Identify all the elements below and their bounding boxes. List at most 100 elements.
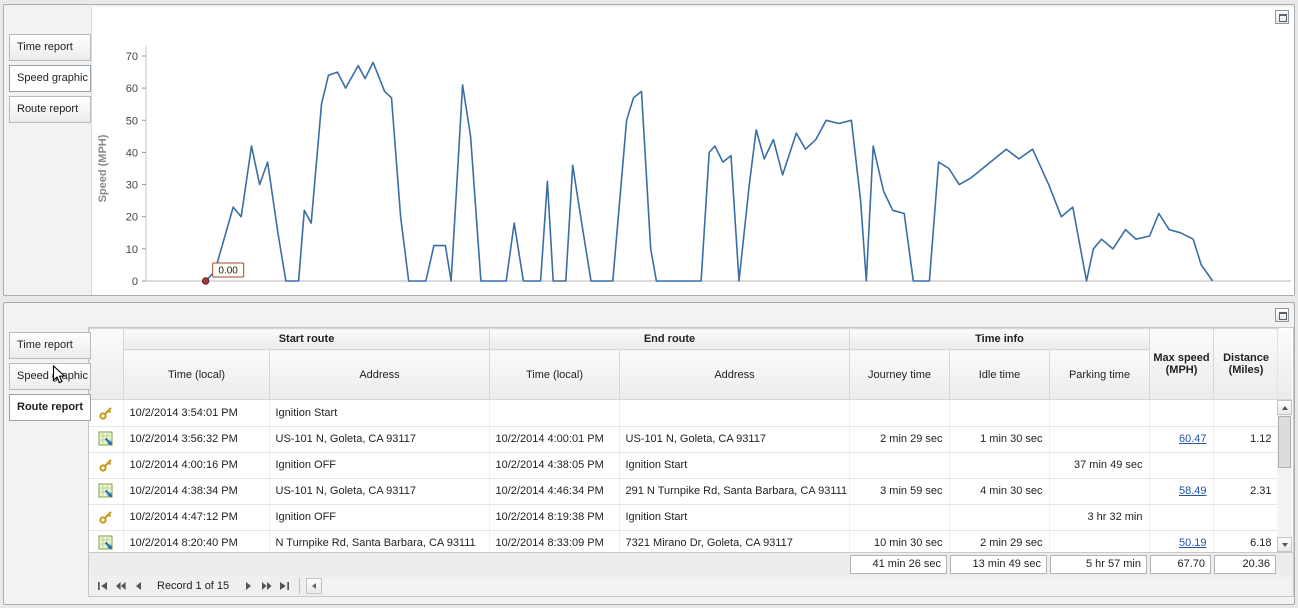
col-header-journey-time[interactable]: Journey time xyxy=(849,349,950,400)
tab-time-report[interactable]: Time report xyxy=(9,332,91,359)
cell-idle-time: 4 min 30 sec xyxy=(949,478,1050,505)
tab-time-report[interactable]: Time report xyxy=(9,34,91,61)
col-header-start-address[interactable]: Address xyxy=(269,349,490,400)
tab-route-report[interactable]: Route report xyxy=(9,96,91,123)
start-point-marker xyxy=(201,277,210,285)
cell-max-speed xyxy=(1149,400,1214,427)
summary-journey-time: 41 min 26 sec xyxy=(850,555,947,574)
table-row[interactable]: 10/2/2014 8:20:40 PM N Turnpike Rd, Sant… xyxy=(89,530,1278,552)
last-record-button[interactable] xyxy=(275,577,293,595)
cell-idle-time: 2 min 29 sec xyxy=(949,530,1050,552)
prev-page-button[interactable] xyxy=(111,577,129,595)
first-record-button[interactable] xyxy=(93,577,111,595)
cell-distance xyxy=(1213,400,1278,427)
table-body: 10/2/2014 3:54:01 PM Ignition Start xyxy=(89,400,1278,552)
cell-distance: 2.31 xyxy=(1213,478,1278,505)
y-tick-label: 0 xyxy=(132,276,138,288)
row-type-icon-cell xyxy=(89,452,124,479)
col-header-idle-time[interactable]: Idle time xyxy=(949,349,1050,400)
report-tabs-top: Time report Speed graphic Route report xyxy=(9,34,91,127)
col-header-end-time[interactable]: Time (local) xyxy=(489,349,620,400)
up-arrow-icon xyxy=(1281,405,1288,410)
cell-parking-time: 37 min 49 sec xyxy=(1049,452,1150,479)
cell-parking-time: 3 hr 32 min xyxy=(1049,504,1150,531)
tab-speed-graphic[interactable]: Speed graphic xyxy=(9,65,91,92)
table-row[interactable]: 10/2/2014 3:56:32 PM US-101 N, Goleta, C… xyxy=(89,426,1278,453)
table-row[interactable]: 10/2/2014 4:38:34 PM US-101 N, Goleta, C… xyxy=(89,478,1278,505)
cell-start-time: 10/2/2014 3:56:32 PM xyxy=(123,426,270,453)
mouse-cursor xyxy=(52,365,66,384)
cell-idle-time: 1 min 30 sec xyxy=(949,426,1050,453)
col-header-parking-time[interactable]: Parking time xyxy=(1048,349,1151,400)
col-header-end-address[interactable]: Address xyxy=(619,349,850,400)
cell-max-speed xyxy=(1149,452,1214,479)
y-tick-label: 60 xyxy=(126,83,138,95)
prev-record-button[interactable] xyxy=(129,577,147,595)
ignition-key-icon xyxy=(98,511,114,524)
y-tick-label: 10 xyxy=(126,244,138,256)
cell-start-time: 10/2/2014 4:47:12 PM xyxy=(123,504,270,531)
y-tick-label: 20 xyxy=(126,212,138,224)
horizontal-scrollbar-track[interactable] xyxy=(322,577,1291,594)
ignition-key-icon xyxy=(98,459,114,472)
table-row[interactable]: 10/2/2014 3:54:01 PM Ignition Start xyxy=(89,400,1278,427)
y-tick-label: 30 xyxy=(126,180,138,192)
down-arrow-icon xyxy=(1281,542,1288,547)
cell-end-address xyxy=(619,400,850,427)
row-type-icon-cell xyxy=(89,530,124,552)
cell-distance xyxy=(1213,504,1278,531)
max-speed-link[interactable]: 58.49 xyxy=(1178,485,1207,497)
route-table-rows: 10/2/2014 3:54:01 PM Ignition Start xyxy=(89,400,1278,552)
table-row[interactable]: 10/2/2014 4:00:16 PM Ignition OFF 10/2/2… xyxy=(89,452,1278,479)
collapse-panel-button[interactable] xyxy=(1275,10,1289,24)
cell-journey-time: 2 min 29 sec xyxy=(849,426,950,453)
tab-route-report[interactable]: Route report xyxy=(9,394,91,421)
route-table: Start route End route Time info Max spee… xyxy=(88,327,1294,575)
table-row[interactable]: 10/2/2014 4:47:12 PM Ignition OFF 10/2/2… xyxy=(89,504,1278,531)
cell-max-speed: 60.47 xyxy=(1149,426,1214,453)
summary-parking-time: 5 hr 57 min xyxy=(1050,555,1147,574)
hscroll-left-button[interactable] xyxy=(306,577,323,594)
cell-journey-time: 10 min 30 sec xyxy=(849,530,950,552)
scroll-down-button[interactable] xyxy=(1277,537,1292,552)
cell-parking-time xyxy=(1049,400,1150,427)
max-speed-link[interactable]: 50.19 xyxy=(1178,537,1207,549)
cell-end-time: 10/2/2014 4:00:01 PM xyxy=(489,426,620,453)
speed-chart-svg: 0 10 20 30 40 50 60 70 Speed (MPH) 0.00 xyxy=(97,46,1291,288)
cell-distance: 6.18 xyxy=(1213,530,1278,552)
next-page-button[interactable] xyxy=(257,577,275,595)
record-status: Record 1 of 15 xyxy=(157,579,230,592)
left-arrow-icon xyxy=(312,582,317,589)
col-header-start-time[interactable]: Time (local) xyxy=(123,349,270,400)
cell-end-address: US-101 N, Goleta, CA 93117 xyxy=(619,426,850,453)
y-tick-label: 40 xyxy=(126,147,138,159)
report-tabs-bottom: Time report Speed graphic Route report xyxy=(9,332,91,425)
route-icon xyxy=(97,483,114,498)
cell-idle-time xyxy=(949,400,1050,427)
y-axis-title: Speed (MPH) xyxy=(97,134,109,202)
col-header-max-speed[interactable]: Max speed (MPH) xyxy=(1149,328,1215,400)
collapse-panel-button[interactable] xyxy=(1275,308,1289,322)
cell-start-time: 10/2/2014 4:38:34 PM xyxy=(123,478,270,505)
next-record-button[interactable] xyxy=(239,577,257,595)
summary-idle-time: 13 min 49 sec xyxy=(950,555,1047,574)
annotation-label: 0.00 xyxy=(218,266,238,277)
summary-max-speed: 67.70 xyxy=(1150,555,1211,574)
scroll-up-button[interactable] xyxy=(1277,400,1292,415)
cell-max-speed: 50.19 xyxy=(1149,530,1214,552)
annotation-box xyxy=(212,262,245,278)
cell-distance: 1.12 xyxy=(1213,426,1278,453)
scrollbar-thumb[interactable] xyxy=(1278,416,1291,468)
cell-end-time: 10/2/2014 8:19:38 PM xyxy=(489,504,620,531)
cell-start-address: Ignition OFF xyxy=(269,452,490,479)
vertical-scrollbar[interactable] xyxy=(1277,400,1292,552)
cell-end-time: 10/2/2014 8:33:09 PM xyxy=(489,530,620,552)
col-header-distance[interactable]: Distance (Miles) xyxy=(1213,328,1280,400)
summary-distance: 20.36 xyxy=(1214,555,1276,574)
row-type-icon-cell xyxy=(89,478,124,505)
band-start-route: Start route xyxy=(123,328,490,350)
max-speed-link[interactable]: 60.47 xyxy=(1178,433,1207,445)
cell-start-address: US-101 N, Goleta, CA 93117 xyxy=(269,426,490,453)
tab-speed-graphic[interactable]: Speed graphic xyxy=(9,363,91,390)
row-type-icon-cell xyxy=(89,504,124,531)
